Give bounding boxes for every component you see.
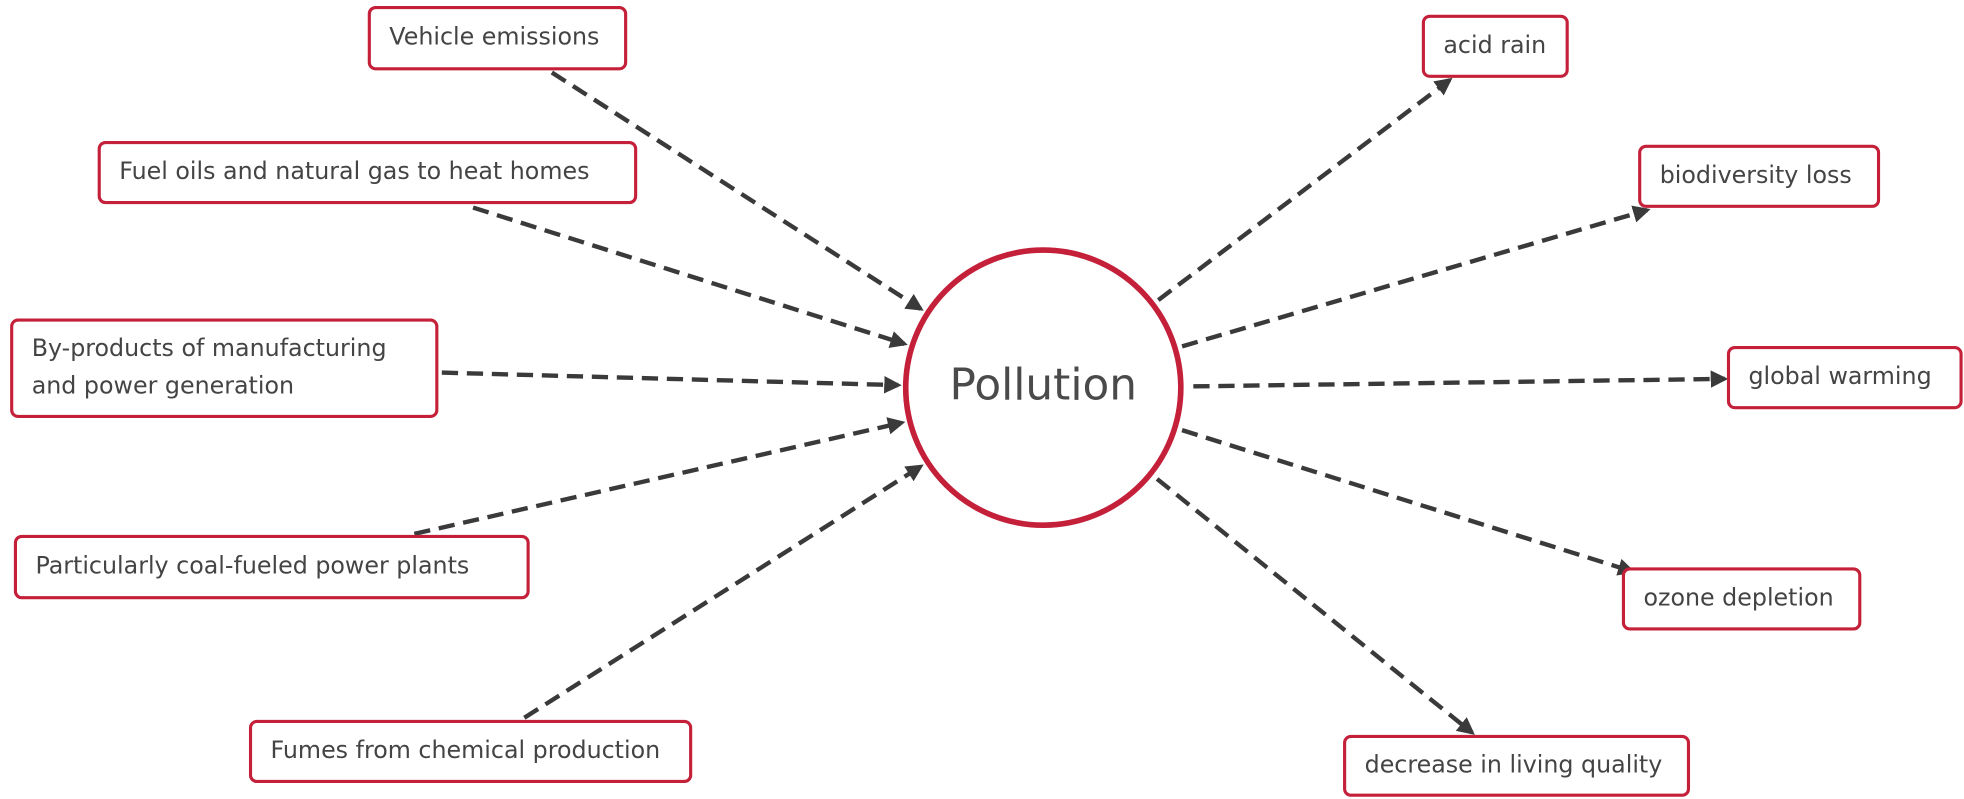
node-label: Fuel oils and natural gas to heat homes: [119, 157, 589, 185]
center-node: [902, 247, 1184, 528]
node-box: [367, 5, 628, 71]
node-label: ozone depletion: [1643, 583, 1833, 611]
arrow: [1155, 477, 1475, 735]
arrow: [1181, 205, 1651, 349]
arrow: [413, 417, 906, 537]
node-box: [13, 534, 530, 600]
node-label: decrease in living quality: [1365, 750, 1663, 778]
node-box: [1343, 734, 1691, 797]
arrow: [441, 370, 902, 394]
node-box: [97, 140, 638, 205]
arrow: [1181, 428, 1636, 576]
arrow: [550, 70, 924, 311]
node-label: and power generation: [32, 371, 294, 399]
node-box: [1421, 14, 1569, 78]
center-label: Pollution: [950, 360, 1137, 411]
node-label: Fumes from chemical production: [271, 736, 661, 764]
node-box: [248, 719, 693, 784]
node-label: acid rain: [1443, 31, 1546, 59]
node-label: Particularly coal-fueled power plants: [35, 552, 469, 580]
node-box: [1621, 567, 1862, 631]
node-label: By-products of manufacturing: [32, 334, 387, 362]
node-label: Vehicle emissions: [389, 23, 599, 51]
arrow: [523, 464, 924, 720]
arrow: [1156, 77, 1453, 302]
node-box: [1726, 346, 1963, 410]
arrow: [472, 205, 908, 348]
node-box: [10, 318, 439, 418]
node-box: [1638, 144, 1881, 208]
arrow: [1193, 370, 1729, 389]
node-label: global warming: [1748, 362, 1931, 390]
node-label: biodiversity loss: [1660, 161, 1852, 189]
